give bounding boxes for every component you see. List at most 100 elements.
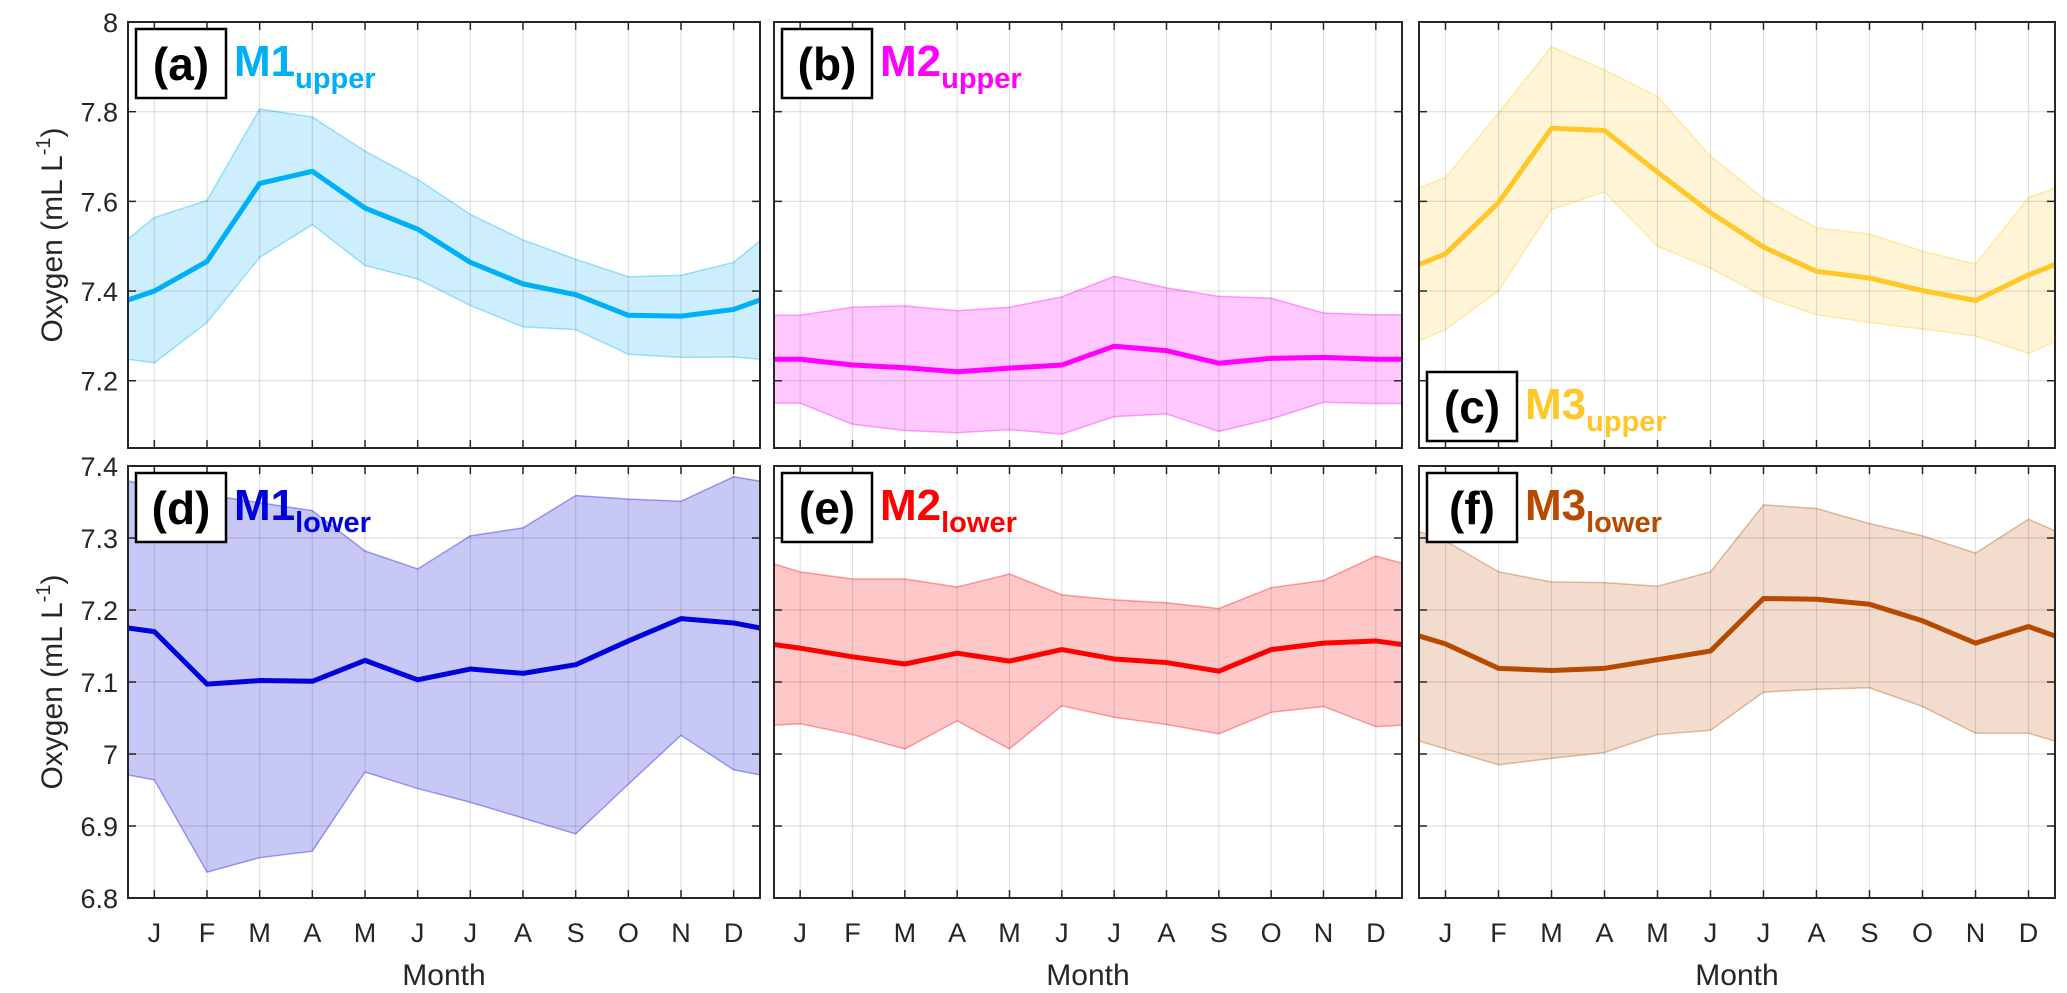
x-axis-label: Month: [1695, 959, 1778, 992]
panel-label: (a): [153, 38, 209, 90]
ylabel-end: ): [36, 574, 69, 584]
lower-bound-line: [773, 704, 1403, 750]
series-title: M1lower: [234, 481, 371, 539]
ylabel-main: Oxygen (mL L: [36, 155, 69, 342]
series-title-sub: lower: [295, 507, 371, 539]
upper-bound-line: [127, 108, 761, 278]
x-tick-label: N: [1966, 918, 1986, 948]
x-tick-label: A: [1595, 918, 1613, 948]
x-tick-label: J: [411, 918, 425, 948]
x-tick-label: O: [1912, 918, 1933, 948]
y-tick-label: 7.8: [80, 98, 118, 128]
y-tick-label: 7.1: [80, 668, 118, 698]
range-band: [1419, 46, 2055, 354]
lower-bound-line: [1418, 687, 2056, 766]
range-band: [1419, 504, 2055, 765]
x-tick-label: S: [1860, 918, 1878, 948]
mean-line: [1418, 125, 2056, 303]
x-tick-label: M: [248, 918, 271, 948]
x-tick-label: A: [1157, 918, 1175, 948]
x-tick-label: D: [2019, 918, 2039, 948]
series-title-main: M2: [880, 37, 941, 86]
series-title-sub: upper: [1586, 406, 1667, 438]
x-tick-label: J: [1439, 918, 1453, 948]
x-tick-label: D: [724, 918, 744, 948]
series-title: M2lower: [880, 481, 1017, 539]
series-title: M2upper: [880, 37, 1022, 95]
x-tick-label: S: [567, 918, 585, 948]
x-tick-label: S: [1210, 918, 1228, 948]
x-tick-label: O: [1261, 918, 1282, 948]
x-tick-label: O: [618, 918, 639, 948]
series-title-main: M2: [880, 481, 941, 530]
panel-label-box: [780, 27, 874, 100]
x-tick-label: D: [1366, 918, 1386, 948]
x-tick-label: F: [199, 918, 216, 948]
x-tick-label: F: [844, 918, 861, 948]
ylabel-end: ): [36, 127, 69, 137]
lower-bound-line: [127, 734, 761, 873]
series-title-main: M3: [1525, 481, 1586, 530]
x-axis-label: Month: [1046, 959, 1129, 992]
axes-frame: [127, 465, 761, 899]
mean-line: [127, 168, 761, 319]
x-tick-label: M: [354, 918, 377, 948]
panel-b: (b) M2upper: [773, 21, 1403, 449]
x-tick-label: J: [793, 918, 807, 948]
mean-line: [1418, 595, 2056, 673]
panel-f: (f) M3lower J F M A M J J A S O N D Month: [1418, 465, 2056, 992]
ylabel-main: Oxygen (mL L: [36, 602, 69, 789]
lower-bound-line: [1418, 191, 2056, 355]
y-tick-label: 7.2: [80, 367, 118, 397]
panel-label-box: [780, 471, 874, 544]
y-tick-label: 7.4: [80, 452, 118, 482]
panel-d: 6.8 6.9 7 7.1 7.2 7.3 7.4 (d) M1lower J F M A M J J A S O N…: [80, 452, 761, 992]
mean-line: [127, 616, 761, 687]
y-tick-label: 7.4: [80, 277, 118, 307]
x-tick-label: N: [671, 918, 691, 948]
upper-bound-line: [1418, 45, 2056, 265]
y-axis-label-bottom: Oxygen (mL L-1): [33, 574, 69, 789]
y-tick-label: 7.2: [80, 596, 118, 626]
upper-bound-line: [1418, 504, 2056, 587]
ylabel-sup: -1: [33, 584, 55, 602]
y-axis-label-top: Oxygen (mL L-1): [33, 127, 69, 342]
range-band: [128, 108, 760, 363]
panel-label-box: [1425, 370, 1519, 443]
series-title-sub: lower: [1586, 507, 1662, 539]
panel-label-box: [134, 471, 228, 544]
x-tick-label: A: [1807, 918, 1825, 948]
series-title-sub: upper: [295, 63, 376, 95]
upper-bound-line: [774, 275, 1402, 317]
upper-bound-line: [773, 555, 1403, 610]
panel-a: 7.2 7.4 7.6 7.8 8 (a) M1upper: [80, 8, 761, 449]
series-title-sub: lower: [941, 507, 1017, 539]
x-tick-label: J: [1107, 918, 1121, 948]
panel-label: (e): [799, 482, 855, 534]
panel-c: (c) M3upper: [1418, 21, 2056, 449]
x-tick-label: M: [894, 918, 917, 948]
series-title-main: M1: [234, 37, 295, 86]
panel-label: (c): [1444, 381, 1500, 433]
panel-label-box: [1425, 471, 1519, 544]
y-tick-label: 6.9: [80, 812, 118, 842]
x-tick-label: M: [1646, 918, 1669, 948]
x-tick-label: A: [948, 918, 966, 948]
series-title-main: M1: [234, 481, 295, 530]
x-tick-label: J: [464, 918, 478, 948]
x-tick-label: N: [1314, 918, 1334, 948]
axes-frame: [1418, 21, 2056, 449]
x-tick-label: J: [1055, 918, 1069, 948]
axes-frame: [773, 21, 1403, 449]
series-title-main: M3: [1525, 380, 1586, 429]
y-tick-label: 7.3: [80, 524, 118, 554]
x-tick-label: J: [1704, 918, 1718, 948]
panel-e: (e) M2lower J F M A M J J A S O N D Month: [773, 465, 1403, 992]
panel-label: (b): [798, 38, 857, 90]
ylabel-sup: -1: [33, 137, 55, 155]
x-tick-label: J: [1757, 918, 1771, 948]
lower-bound-line: [127, 223, 761, 364]
y-tick-label: 6.8: [80, 884, 118, 914]
x-tick-label: M: [1540, 918, 1563, 948]
